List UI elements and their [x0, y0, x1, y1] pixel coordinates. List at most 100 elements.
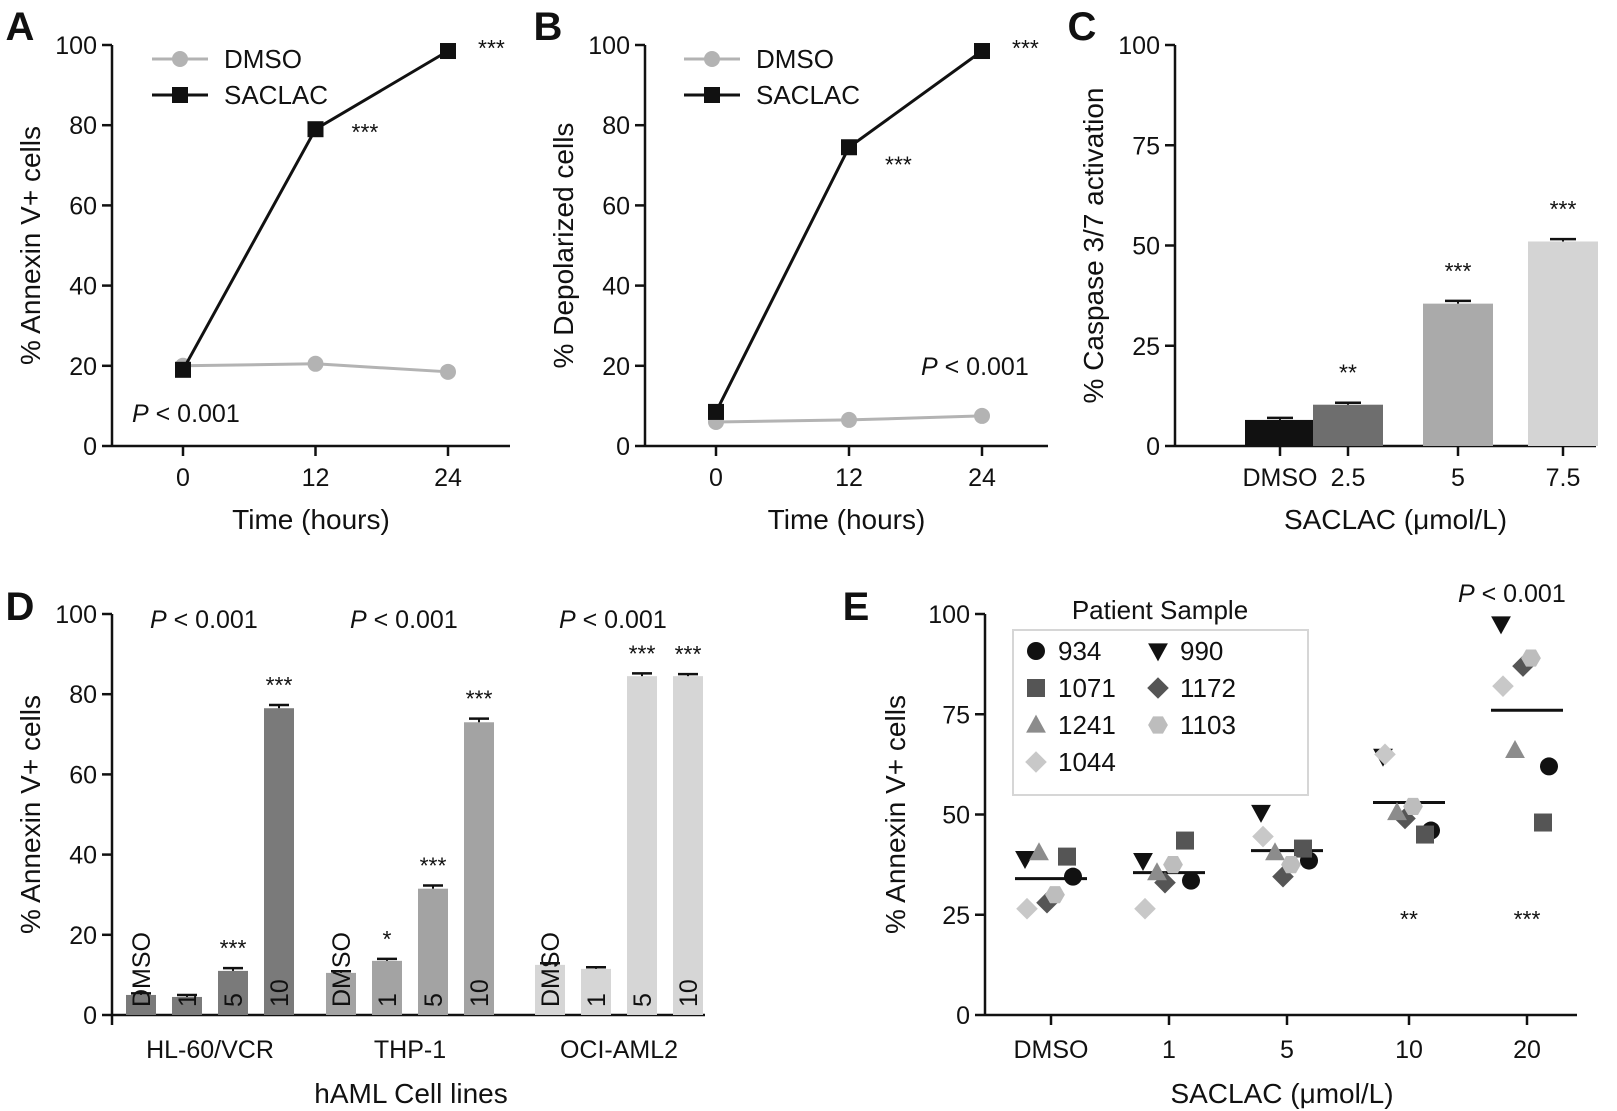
panel-d-bar	[326, 972, 356, 1015]
panel-d-p-value: P < 0.001	[559, 606, 667, 634]
panel-e-y-axis-title: % Annexin V+ cells	[880, 695, 911, 934]
panel-d-p-value-value: < 0.001	[167, 606, 258, 634]
panel-d-p-value: P < 0.001	[350, 606, 458, 634]
panel-d-bar	[264, 708, 294, 1015]
panel-c-y-axis-title: % Caspase 3/7 activation	[1078, 88, 1109, 404]
panel-a-point-dmso	[307, 355, 324, 372]
panel-c-x-tick-label: 7.5	[1546, 464, 1581, 492]
panel-d-significance-label: ***	[629, 640, 656, 666]
panel-a-point-dmso	[440, 363, 456, 380]
panel-e-point-1241	[1029, 842, 1049, 861]
panel-e-y-tick-label: 0	[956, 1002, 970, 1030]
panel-a-legend-label-dmso: DMSO	[224, 44, 302, 74]
panel-e-y-tick-label: 50	[942, 802, 970, 830]
panel-d-x-tick-label: OCI-AML2	[560, 1036, 678, 1064]
panel-b-point-saclac	[974, 43, 990, 60]
panel-b-x-tick-label: 12	[835, 464, 863, 492]
panel-d-p-value-italic: P	[559, 606, 576, 634]
panel-d-y-tick-label: 0	[83, 1002, 97, 1030]
panel-e-point-1044	[1492, 675, 1514, 697]
panel-e-p-value-italic: P	[1458, 580, 1475, 608]
panel-e-legend-label-1071: 1071	[1058, 673, 1116, 703]
panel-a-significance-label: ***	[352, 119, 379, 145]
panel-c-x-axis-title: SACLAC (μmol/L)	[1284, 504, 1507, 535]
panel-d-p-value: P < 0.001	[150, 606, 258, 634]
panel-d-significance-label: *	[383, 926, 392, 952]
panel-d-bar-label: 10	[675, 979, 703, 1007]
panel-e-legend-label-1241: 1241	[1058, 710, 1116, 740]
panel-e-legend-marker-1172	[1147, 677, 1169, 699]
panel-d-significance-label: ***	[266, 672, 293, 698]
panel-a-y-tick-label: 80	[69, 112, 97, 140]
panel-e-point-1071	[1416, 825, 1434, 844]
panel-b-significance-label: ***	[1012, 35, 1039, 61]
panel-d-x-axis-title: hAML Cell lines	[314, 1078, 507, 1109]
panel-e-legend-marker-990	[1148, 643, 1168, 662]
panel-e-point-1172	[1512, 655, 1534, 677]
panel-a-y-tick-label: 40	[69, 273, 97, 301]
panel-e-point-934	[1182, 871, 1200, 890]
panel-e-p-value: P < 0.001	[1458, 580, 1566, 608]
panel-b-y-tick-label: 100	[588, 32, 630, 60]
panel-e-point-1071	[1058, 847, 1076, 866]
panel-e-point-1103	[1045, 886, 1065, 904]
panel-e-significance-label: **	[1400, 906, 1418, 932]
panel-e-legend-label-990: 990	[1180, 636, 1223, 666]
panel-a-y-tick-label: 20	[69, 353, 97, 381]
panel-d-bar-label: 10	[466, 979, 494, 1007]
panel-e-point-1044	[1374, 743, 1396, 766]
panel-b-point-dmso	[974, 407, 990, 424]
panel-d-significance-label: ***	[220, 935, 247, 961]
panel-b-x-axis-title: Time (hours)	[768, 504, 926, 535]
panel-d-y-tick-label: 40	[69, 842, 97, 870]
panel-e-point-1103	[1521, 649, 1541, 667]
panel-a-x-tick-label: 12	[302, 464, 330, 492]
panel-b-x-tick-label: 0	[709, 464, 723, 492]
panel-e-point-1241	[1147, 862, 1167, 881]
panel-c-significance-label: ***	[1550, 196, 1577, 222]
panel-e-point-990	[1133, 852, 1153, 871]
panel-b-point-saclac	[708, 403, 724, 420]
panel-c-y-tick-label: 50	[1132, 233, 1160, 261]
panel-e-legend-label-934: 934	[1058, 636, 1101, 666]
panel-letter-c: C	[1068, 5, 1097, 49]
panel-e-point-1044	[1134, 897, 1156, 920]
panel-e-point-1241	[1387, 802, 1407, 821]
panel-e-x-tick-label: 5	[1280, 1036, 1294, 1064]
panel-d-bar-label: DMSO	[537, 932, 565, 1007]
panel-d-bar-label: 5	[420, 993, 448, 1007]
panel-c-x-tick-label: 2.5	[1331, 464, 1366, 492]
panel-c-y-tick-label: 75	[1132, 132, 1160, 160]
panel-letter-a: A	[6, 5, 35, 49]
panel-d-bar-label: 5	[220, 993, 248, 1007]
panel-d-x-tick-label: THP-1	[374, 1036, 446, 1064]
panel-a-p-value: P < 0.001	[132, 400, 240, 428]
panel-d-significance-label: ***	[675, 641, 702, 667]
panel-d-significance-label: ***	[466, 686, 493, 712]
panel-e-legend-label-1103: 1103	[1180, 710, 1236, 740]
panel-d-y-tick-label: 20	[69, 922, 97, 950]
panel-a-point-saclac	[175, 361, 191, 378]
panel-b-y-tick-label: 0	[616, 433, 630, 461]
panel-d-y-tick-label: 100	[55, 601, 97, 629]
panel-e-point-1071	[1534, 813, 1552, 832]
panel-b-legend-label-saclac: SACLAC	[756, 80, 860, 110]
panel-d-p-value-italic: P	[150, 606, 167, 634]
panel-b-p-value: P < 0.001	[921, 353, 1029, 381]
panel-e-significance-label: ***	[1514, 906, 1541, 932]
panel-a-legend-label-saclac: SACLAC	[224, 80, 328, 110]
panel-e-y-tick-label: 75	[942, 701, 970, 729]
panel-d-bar	[218, 970, 248, 1015]
panel-a-y-tick-label: 0	[83, 433, 97, 461]
panel-a-point-saclac	[440, 43, 456, 60]
panel-e-legend-marker-934	[1027, 642, 1045, 660]
panel-d-bar	[372, 960, 402, 1015]
panel-d-y-tick-label: 80	[69, 681, 97, 709]
panel-c-bar	[1313, 404, 1383, 446]
panel-e-x-tick-label: 10	[1395, 1036, 1423, 1064]
panel-a-p-value-value: < 0.001	[149, 400, 240, 428]
panel-d-bar	[418, 888, 448, 1015]
panel-e-point-1241	[1265, 842, 1285, 861]
panel-a-y-axis-title: % Annexin V+ cells	[15, 126, 46, 365]
